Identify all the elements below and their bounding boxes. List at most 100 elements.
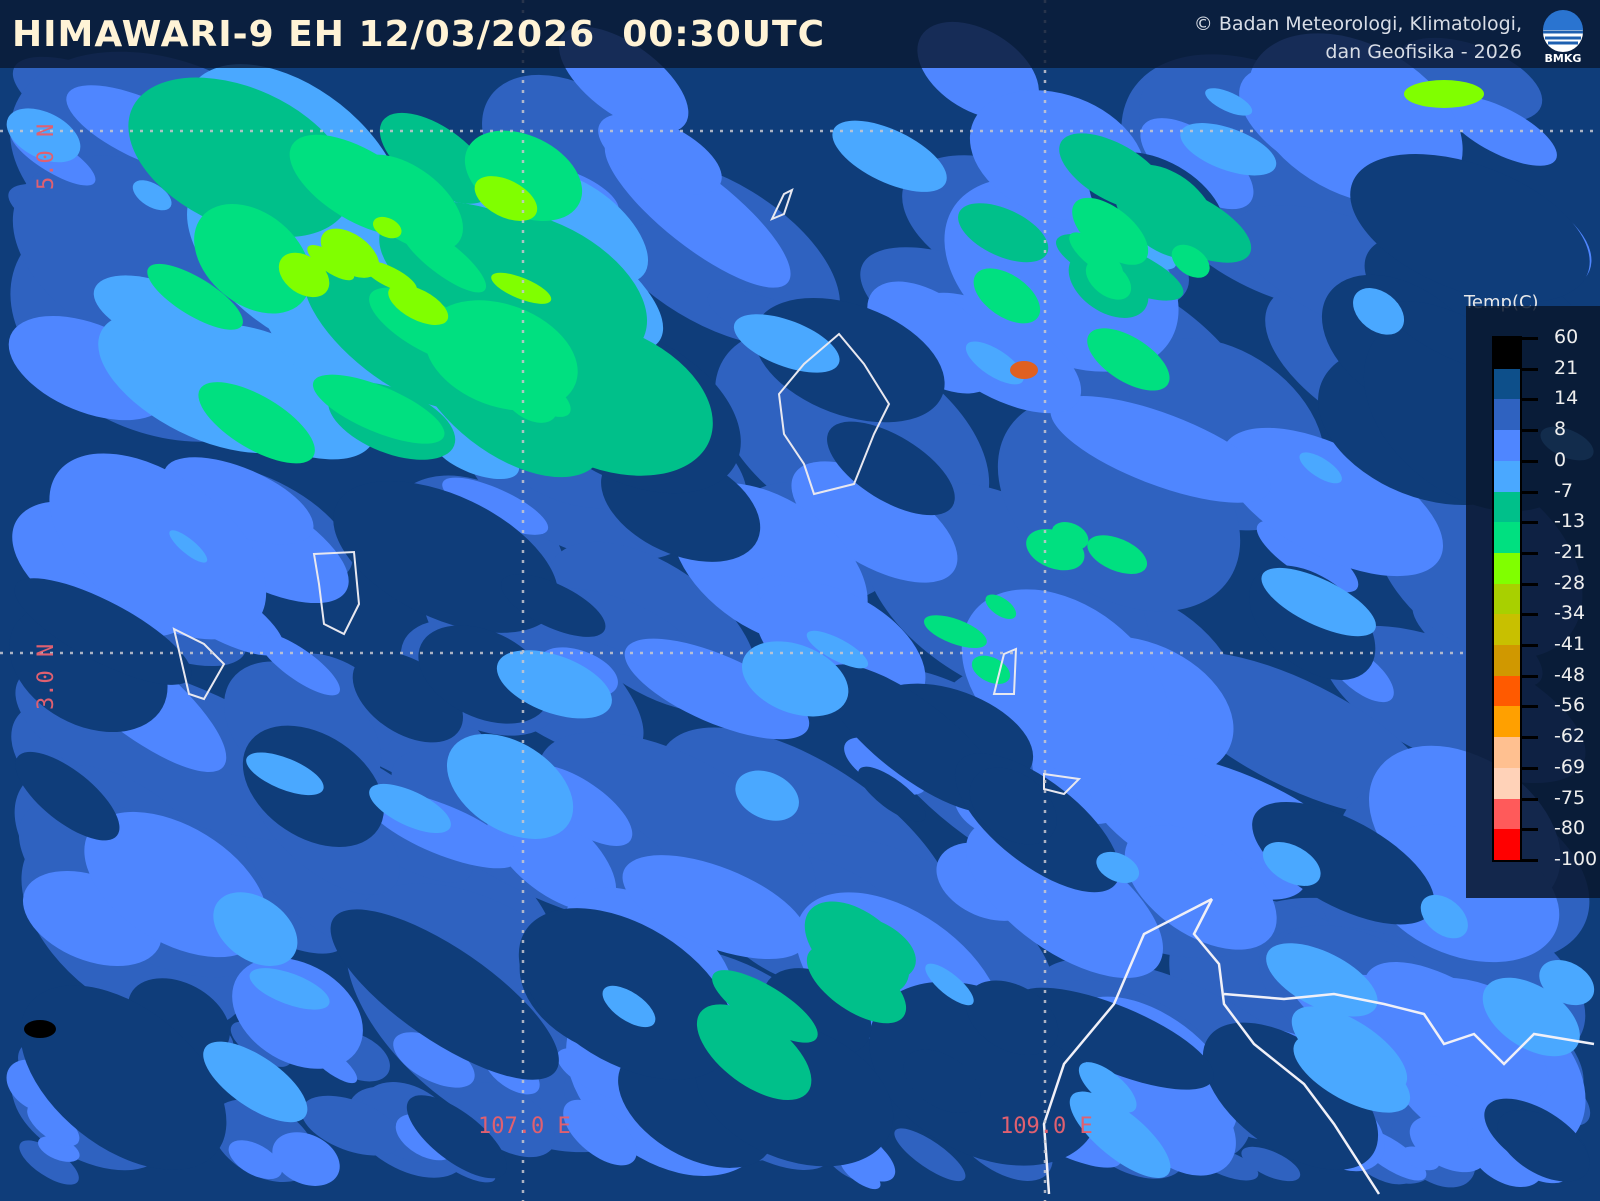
clear-area [903, 1049, 981, 1113]
cloud-sky [6, 108, 81, 163]
cloud-light [791, 461, 958, 583]
copyright-line-1: © Badan Meteorologi, Klimatologi, [1193, 13, 1522, 35]
map-title: HIMAWARI-9 EH 12/03/2026 00:30UTC [12, 14, 825, 55]
borneo-coastline [1042, 897, 1595, 1195]
island-natuna-coastline [777, 332, 891, 496]
cloud-cold [194, 203, 311, 314]
clear-area [20, 985, 227, 1170]
cloud-light [272, 1132, 340, 1186]
legend-swatch [1494, 706, 1520, 738]
cloud-light [563, 1099, 637, 1166]
cloud-sky [1078, 1062, 1137, 1113]
cloud-cold [1026, 528, 1085, 571]
legend-tick [1522, 337, 1538, 340]
bmkg-logo: BMKG [1543, 10, 1583, 64]
cloud-teal [405, 358, 501, 435]
clear-area [827, 421, 955, 516]
cloud-light [598, 113, 722, 195]
title-bar: HIMAWARI-9 EH 12/03/2026 00:30UTC © Bada… [0, 0, 1600, 68]
lat-label-3n: 3.0 N [34, 643, 59, 710]
island-coastline [1043, 772, 1082, 796]
cloud-mid [19, 1140, 79, 1185]
cloud-coldest [307, 245, 355, 281]
legend-tick-label: 21 [1554, 356, 1579, 379]
cloud-sky [1420, 894, 1468, 939]
cloud-cold [510, 372, 571, 417]
legend-tick [1522, 705, 1538, 709]
cloud-sky [1262, 842, 1321, 886]
cloud-light [867, 281, 998, 394]
cloud-light [1363, 961, 1549, 1103]
legend-tick-label: -62 [1554, 725, 1586, 748]
cloud-sky [446, 733, 574, 839]
legend-tick-label: -13 [1554, 510, 1586, 533]
clear-area [1252, 801, 1435, 925]
cloud-light [1140, 118, 1254, 210]
legend-tick-label: -34 [1554, 602, 1586, 625]
cloud-light [305, 1040, 358, 1084]
cloud-sky [1096, 851, 1140, 884]
legend-swatch [1494, 583, 1520, 615]
legend-swatch [1494, 737, 1520, 768]
legend-tick-label: -7 [1554, 479, 1573, 502]
legend-swatch [1494, 798, 1520, 830]
cloud-sky [1353, 288, 1405, 335]
cloud-teal [379, 112, 492, 204]
satellite-imagery[interactable] [4, 4, 1596, 1197]
cloud-cold [923, 615, 987, 649]
cloud-sky [1205, 88, 1253, 116]
cloud-light [27, 1103, 80, 1146]
legend-tick [1522, 797, 1538, 801]
legend-tick [1522, 398, 1538, 402]
legend-tick [1522, 551, 1538, 555]
cloud-coldest [278, 252, 330, 298]
cloud-sky [203, 1041, 308, 1123]
cloud-sky [602, 985, 656, 1028]
legend-tick [1522, 674, 1538, 678]
clear-area [1202, 1022, 1379, 1170]
clear-area [1497, 1109, 1590, 1182]
legend-tick-label: -69 [1554, 755, 1586, 778]
legend-tick [1522, 766, 1538, 770]
legend-tick-label: -56 [1554, 694, 1586, 717]
cloud-sky [169, 530, 208, 563]
clear-area [966, 980, 1059, 1055]
legend-tick-label: -48 [1554, 663, 1586, 686]
copyright-text: © Badan Meteorologi, Klimatologi, dan Ge… [1194, 10, 1522, 66]
legend-swatch [1494, 368, 1520, 400]
island-coastline [769, 188, 794, 221]
legend-tick [1522, 521, 1538, 525]
legend-tick [1522, 367, 1538, 371]
cloud-sky [806, 630, 869, 669]
cloud-cold [312, 374, 445, 444]
cloud-light [1050, 396, 1271, 503]
cloud-sky [1299, 452, 1342, 484]
cloud-coldest [1404, 80, 1484, 108]
lon-label-109e: 109.0 E [1000, 1114, 1093, 1139]
legend-tick-label: 0 [1554, 448, 1567, 471]
cloud-very-cold [1010, 361, 1038, 379]
cloud-mid [1160, 652, 1433, 817]
lat-label-5n: 5.0 N [34, 123, 59, 190]
legend-swatch [1494, 767, 1520, 799]
legend-tick-label: -80 [1554, 817, 1586, 840]
clear-area [501, 574, 606, 637]
legend-swatch [1494, 430, 1520, 461]
cloud-light [622, 855, 808, 960]
cloud-sky [925, 963, 974, 1006]
cloud-coldest [320, 228, 380, 278]
cloud-sky [1539, 960, 1595, 1006]
cloud-light [163, 457, 314, 545]
cloud-teal [128, 77, 352, 238]
cloud-sky [1261, 567, 1376, 637]
lon-label-107e: 107.0 E [478, 1114, 571, 1139]
cloud-light [258, 633, 340, 696]
cloud-sky [249, 968, 330, 1010]
cloud-sky [735, 770, 799, 821]
legend-swatch [1494, 614, 1520, 646]
cloud-sky [1180, 123, 1277, 176]
cloud-coldest [474, 176, 538, 221]
clear-area [406, 1095, 507, 1179]
